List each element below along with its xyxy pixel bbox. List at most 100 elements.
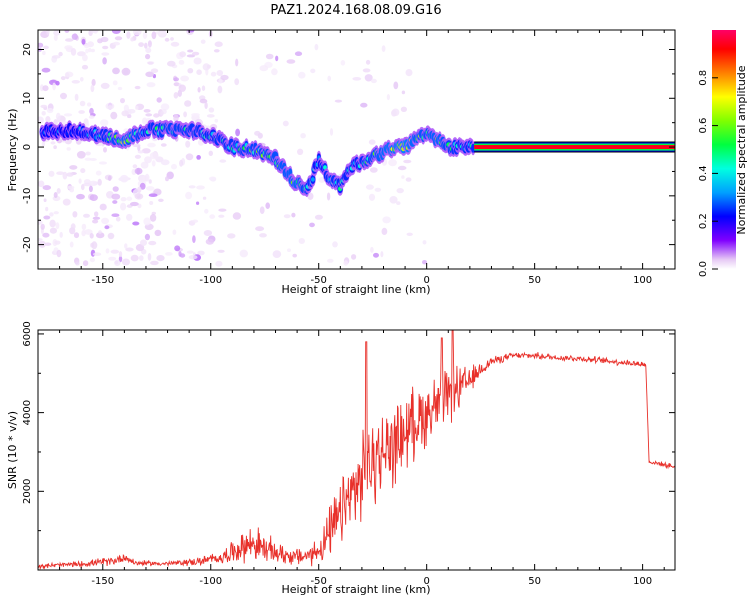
noise-speck	[115, 216, 121, 222]
noise-speck	[208, 107, 215, 113]
noise-speck	[89, 233, 94, 239]
noise-speck	[403, 159, 412, 164]
noise-speck	[89, 257, 95, 263]
noise-speck	[45, 206, 49, 212]
noise-speck	[393, 81, 399, 90]
noise-speck	[43, 215, 51, 220]
x-tick-label: 0	[423, 275, 429, 286]
noise-speck	[123, 104, 129, 112]
noise-speck	[343, 260, 349, 266]
snr-xlabel: Height of straight line (km)	[281, 583, 430, 596]
noise-speck	[179, 253, 186, 258]
noise-speck	[179, 51, 186, 58]
noise-speck	[81, 184, 85, 191]
noise-speck	[93, 252, 102, 256]
noise-speck	[104, 225, 110, 230]
ridge-core	[310, 177, 315, 182]
noise-speck	[196, 201, 200, 205]
noise-speck	[38, 220, 43, 225]
noise-speck	[81, 64, 89, 70]
noise-speck	[235, 128, 241, 137]
noise-speck	[300, 133, 306, 139]
noise-speck	[88, 180, 98, 186]
noise-speck	[137, 186, 142, 193]
noise-speck	[309, 222, 315, 228]
noise-speck	[232, 212, 242, 220]
noise-speck	[173, 92, 179, 99]
noise-speck	[81, 223, 87, 231]
noise-speck	[144, 233, 150, 241]
noise-speck	[185, 191, 193, 200]
noise-speck	[265, 53, 274, 60]
noise-speck	[80, 77, 84, 82]
noise-speck	[134, 193, 144, 200]
noise-speck	[370, 78, 377, 84]
noise-speck	[127, 109, 136, 114]
ridge-band	[471, 143, 476, 153]
noise-speck	[125, 247, 134, 252]
noise-speck	[85, 151, 91, 156]
noise-speck	[314, 214, 323, 220]
noise-speck	[130, 254, 139, 262]
noise-speck	[40, 223, 45, 230]
noise-speck	[145, 186, 155, 191]
noise-speck	[121, 67, 131, 76]
colorbar-tick-label: 0.2	[698, 213, 709, 229]
noise-speck	[210, 71, 217, 77]
noise-speck	[111, 30, 121, 34]
snr-frame	[37, 329, 676, 571]
noise-speck	[196, 155, 201, 160]
noise-speck	[259, 206, 265, 214]
noise-speck	[155, 31, 164, 35]
noise-speck	[382, 216, 391, 224]
noise-speck	[259, 65, 269, 72]
noise-speck	[54, 240, 61, 245]
noise-speck	[219, 159, 227, 163]
noise-speck	[70, 223, 76, 230]
noise-speck	[56, 171, 65, 175]
noise-speck	[171, 163, 177, 170]
noise-speck	[422, 260, 427, 265]
noise-speck	[99, 203, 107, 211]
noise-speck	[53, 145, 57, 150]
noise-speck	[78, 110, 85, 114]
noise-speck	[150, 68, 159, 73]
noise-speck	[92, 216, 101, 220]
noise-speck	[196, 185, 205, 190]
noise-speck	[114, 259, 121, 266]
noise-speck	[216, 70, 224, 76]
noise-speck	[111, 213, 120, 217]
noise-speck	[49, 212, 54, 217]
noise-speck	[160, 159, 170, 166]
colorbar-ticks: 0.0 0.2 0.4 0.6 0.8	[698, 70, 718, 277]
noise-speck	[215, 260, 223, 267]
x-tick-label: 0	[423, 576, 429, 587]
noise-speck	[334, 99, 342, 103]
noise-speck	[149, 214, 157, 222]
noise-speck	[145, 53, 151, 60]
noise-speck	[83, 213, 90, 218]
noise-speck	[56, 188, 61, 194]
x-tick-label: 50	[528, 275, 541, 286]
noise-speck	[329, 128, 334, 136]
noise-speck	[98, 230, 102, 234]
noise-speck	[65, 38, 74, 42]
noise-speck	[200, 39, 206, 44]
noise-speck	[326, 192, 331, 201]
colorbar-tick-label: 0.0	[698, 261, 709, 277]
noise-speck	[165, 176, 169, 182]
y-tick-label: 10	[22, 92, 33, 105]
noise-speck	[94, 211, 99, 217]
noise-speck	[142, 117, 148, 125]
noise-speck	[202, 196, 207, 200]
noise-speck	[49, 227, 58, 234]
noise-speck	[95, 170, 102, 176]
noise-speck	[46, 30, 50, 36]
noise-speck	[158, 198, 164, 202]
noise-speck	[120, 98, 125, 104]
noise-speck	[110, 111, 118, 120]
noise-speck	[42, 50, 46, 56]
colorbar-tick-label: 0.4	[698, 165, 709, 181]
noise-speck	[42, 185, 51, 191]
noise-speck	[140, 161, 149, 169]
